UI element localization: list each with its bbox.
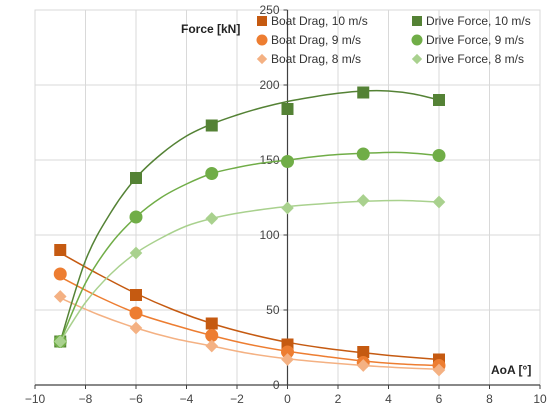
data-point [432, 149, 446, 162]
x-tick-label: −10 [25, 392, 46, 406]
y-tick-label: 250 [259, 3, 279, 17]
legend-label: Boat Drag, 10 m/s [271, 14, 368, 28]
legend-marker [411, 53, 423, 65]
data-point [205, 167, 219, 180]
legend-marker [256, 53, 268, 65]
legend-item: Boat Drag, 10 m/s [257, 14, 368, 28]
legend-marker [411, 34, 423, 46]
data-point [54, 244, 67, 256]
data-point [281, 345, 294, 359]
data-point [205, 212, 219, 225]
data-point [281, 201, 294, 215]
x-tick-label: 4 [385, 392, 392, 406]
data-point [53, 335, 67, 348]
legend-item: Drive Force, 8 m/s [411, 52, 524, 66]
data-point [432, 195, 446, 209]
y-axis-title: Force [kN] [181, 22, 240, 36]
series-5 [53, 147, 446, 348]
x-tick-label: 8 [486, 392, 493, 406]
x-tick-label: −4 [180, 392, 194, 406]
trendline [59, 276, 440, 367]
data-point [129, 306, 143, 320]
data-point [356, 194, 370, 207]
series-6 [53, 194, 446, 348]
legend-label: Boat Drag, 9 m/s [271, 33, 361, 47]
data-point [205, 317, 218, 330]
legend-item: Boat Drag, 9 m/s [256, 33, 361, 47]
trendline [59, 199, 440, 342]
x-tick-label: −8 [79, 392, 93, 406]
data-point [130, 289, 142, 301]
x-tick-label: 0 [284, 392, 291, 406]
series-3 [53, 290, 446, 377]
legend: Boat Drag, 10 m/s Boat Drag, 9 m/s Boat Dr… [256, 14, 531, 66]
legend-item: Drive Force, 10 m/s [412, 14, 531, 28]
y-tick-label: 50 [266, 303, 280, 317]
legend-marker [257, 16, 267, 26]
trendline [59, 151, 440, 342]
data-point [205, 119, 218, 132]
legend-label: Drive Force, 10 m/s [426, 14, 531, 28]
legend-marker [256, 34, 268, 46]
y-tick-label: 0 [273, 378, 280, 392]
y-tick-label: 150 [259, 153, 279, 167]
x-tick-label: 10 [533, 392, 547, 406]
legend-item: Drive Force, 9 m/s [411, 33, 524, 47]
x-tick-label: −2 [230, 392, 244, 406]
trendline [59, 297, 440, 371]
legend-marker [412, 16, 422, 26]
data-point [356, 359, 370, 372]
data-point [432, 363, 446, 377]
data-point [357, 86, 370, 99]
data-point [205, 339, 219, 353]
trendline [59, 89, 440, 342]
data-point [433, 94, 445, 106]
data-point [281, 353, 294, 366]
legend-label: Drive Force, 9 m/s [426, 33, 524, 47]
legend-label: Boat Drag, 8 m/s [271, 52, 361, 66]
data-point [129, 210, 143, 224]
data-point [130, 172, 142, 184]
y-tick-label: 100 [259, 228, 279, 242]
series-4 [54, 86, 445, 348]
x-tick-label: 6 [436, 392, 443, 406]
x-axis-title: AoA [°] [491, 363, 531, 377]
data-point [53, 290, 67, 303]
data-point [281, 103, 294, 115]
data-point [357, 346, 370, 358]
series-1 [54, 244, 445, 366]
series-area [53, 86, 446, 377]
x-tick-label: 2 [335, 392, 342, 406]
data-point [356, 147, 370, 161]
x-tick-label: −6 [129, 392, 143, 406]
data-point [53, 267, 67, 281]
data-point [205, 329, 219, 342]
legend-label: Drive Force, 8 m/s [426, 52, 524, 66]
data-point [281, 155, 294, 168]
data-point [129, 321, 143, 335]
legend-item: Boat Drag, 8 m/s [256, 52, 361, 66]
data-point [129, 246, 143, 260]
y-tick-label: 200 [259, 78, 279, 92]
trendline [59, 252, 440, 361]
